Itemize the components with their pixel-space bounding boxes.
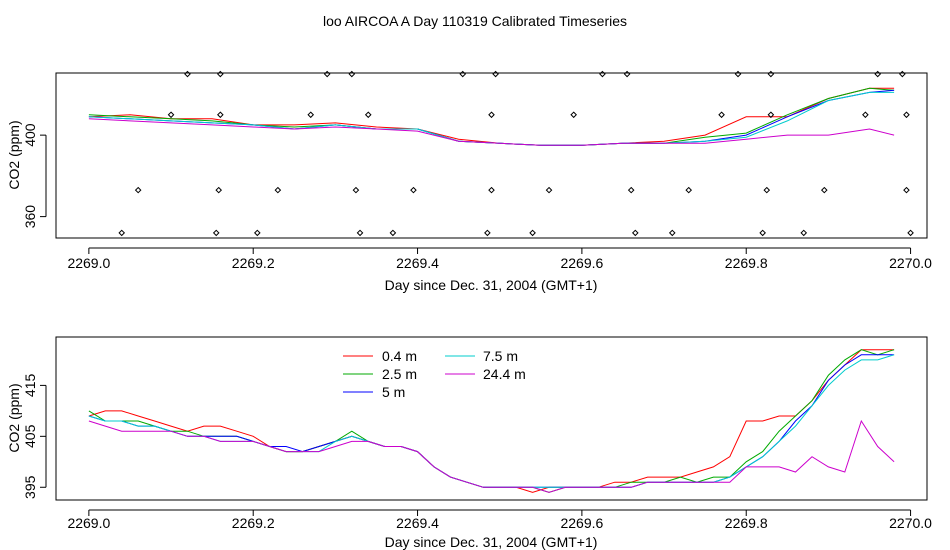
bottom-panel-y-tick-label: 395: [22, 475, 38, 499]
diamond-marker: [348, 70, 356, 78]
bottom-panel-x-label: Day since Dec. 31, 2004 (GMT+1): [385, 534, 598, 550]
top-panel-series: [88, 87, 895, 146]
diamond-marker: [215, 186, 223, 194]
diamond-marker: [627, 186, 635, 194]
top-panel-markers: [118, 70, 914, 237]
top-panel-series-24-4-m: [88, 118, 895, 146]
diamond-marker: [529, 229, 536, 237]
diamond-marker: [907, 229, 914, 237]
diamond-marker: [903, 111, 910, 119]
diamond-marker: [763, 186, 771, 194]
legend-label-2-5m: 2.5 m: [382, 366, 417, 382]
top-panel-x-tick-label: 2270.0: [889, 255, 932, 271]
diamond-marker: [734, 70, 742, 78]
chart-title: loo AIRCOA A Day 110319 Calibrated Times…: [323, 13, 627, 29]
top-panel-y-label: CO2 (ppm): [6, 120, 22, 189]
top-panel-x-tick-label: 2269.6: [560, 255, 603, 271]
top-panel-x-axis: 2269.0 2269.2 2269.4 2269.6 2269.8 2270.0: [67, 247, 932, 271]
diamond-marker: [820, 186, 828, 194]
bottom-panel-x-tick-label: 2269.8: [725, 515, 768, 531]
top-panel-frame: [55, 72, 928, 239]
diamond-marker: [254, 229, 261, 237]
diamond-marker: [903, 186, 910, 194]
top-panel-y-axis: 360 400: [22, 123, 47, 229]
diamond-marker: [184, 70, 191, 78]
diamond-marker: [364, 111, 372, 119]
bottom-panel-x-tick-label: 2269.4: [396, 515, 439, 531]
diamond-marker: [118, 229, 126, 237]
diamond-marker: [874, 70, 882, 78]
diamond-marker: [459, 70, 467, 78]
bottom-panel-series: [88, 349, 895, 493]
bottom-panel: 2269.0 2269.2 2269.4 2269.6 2269.8 2270.0 395…: [6, 336, 932, 550]
top-panel-x-tick-label: 2269.2: [232, 255, 275, 271]
diamond-marker: [307, 111, 315, 119]
diamond-marker: [545, 186, 553, 194]
diamond-marker: [899, 70, 906, 78]
legend-label-7-5m: 7.5 m: [483, 348, 518, 364]
top-panel-x-tick-label: 2269.8: [725, 255, 768, 271]
diamond-marker: [410, 186, 417, 194]
top-panel: 2269.0 2269.2 2269.4 2269.6 2269.8 2270.0 360…: [6, 70, 932, 293]
diamond-marker: [668, 229, 676, 237]
top-panel-y-tick-label: 360: [22, 205, 38, 229]
diamond-marker: [274, 186, 282, 194]
legend-label-24-4m: 24.4 m: [483, 366, 526, 382]
bottom-panel-x-axis: 2269.0 2269.2 2269.4 2269.6 2269.8 2270.0: [67, 509, 932, 531]
bottom-panel-series-24-4-m: [88, 419, 895, 493]
top-panel-x-tick-label: 2269.0: [67, 255, 110, 271]
bottom-panel-y-label: CO2 (ppm): [6, 383, 22, 452]
diamond-marker: [484, 229, 491, 237]
diamond-marker: [767, 70, 775, 78]
legend-label-0-4m: 0.4 m: [382, 348, 417, 364]
diamond-marker: [212, 229, 220, 237]
diamond-marker: [862, 111, 869, 119]
bottom-panel-x-tick-label: 2269.0: [67, 515, 110, 531]
bottom-panel-x-tick-label: 2269.6: [560, 515, 603, 531]
diamond-marker: [623, 70, 631, 78]
top-panel-x-tick-label: 2269.4: [396, 255, 439, 271]
diamond-marker: [718, 111, 725, 119]
diamond-marker: [631, 229, 639, 237]
diamond-marker: [488, 186, 495, 194]
bottom-panel-x-tick-label: 2270.0: [889, 515, 932, 531]
diamond-marker: [167, 111, 175, 119]
bottom-panel-frame: [55, 336, 928, 501]
diamond-marker: [356, 229, 364, 237]
diamond-marker: [352, 186, 360, 194]
diamond-marker: [217, 111, 224, 119]
diamond-marker: [323, 70, 331, 78]
diamond-marker: [217, 70, 224, 78]
diamond-marker: [389, 229, 397, 237]
top-panel-x-label: Day since Dec. 31, 2004 (GMT+1): [385, 277, 598, 293]
diamond-marker: [759, 229, 766, 237]
bottom-panel-y-tick-label: 405: [22, 424, 38, 448]
diamond-marker: [492, 70, 499, 78]
diamond-marker: [767, 111, 775, 119]
legend: 0.4 m 2.5 m 5 m 7.5 m 24.4 m: [343, 348, 526, 400]
diamond-marker: [685, 186, 693, 194]
diamond-marker: [570, 111, 577, 119]
top-panel-y-tick-label: 400: [22, 123, 38, 147]
diamond-marker: [599, 70, 606, 78]
bottom-panel-x-tick-label: 2269.2: [232, 515, 275, 531]
bottom-panel-y-tick-label: 415: [22, 373, 38, 397]
bottom-panel-y-axis: 395 405 415: [22, 373, 47, 499]
diamond-marker: [488, 111, 495, 119]
diamond-marker: [800, 229, 808, 237]
legend-label-5m: 5 m: [382, 384, 405, 400]
diamond-marker: [134, 186, 142, 194]
